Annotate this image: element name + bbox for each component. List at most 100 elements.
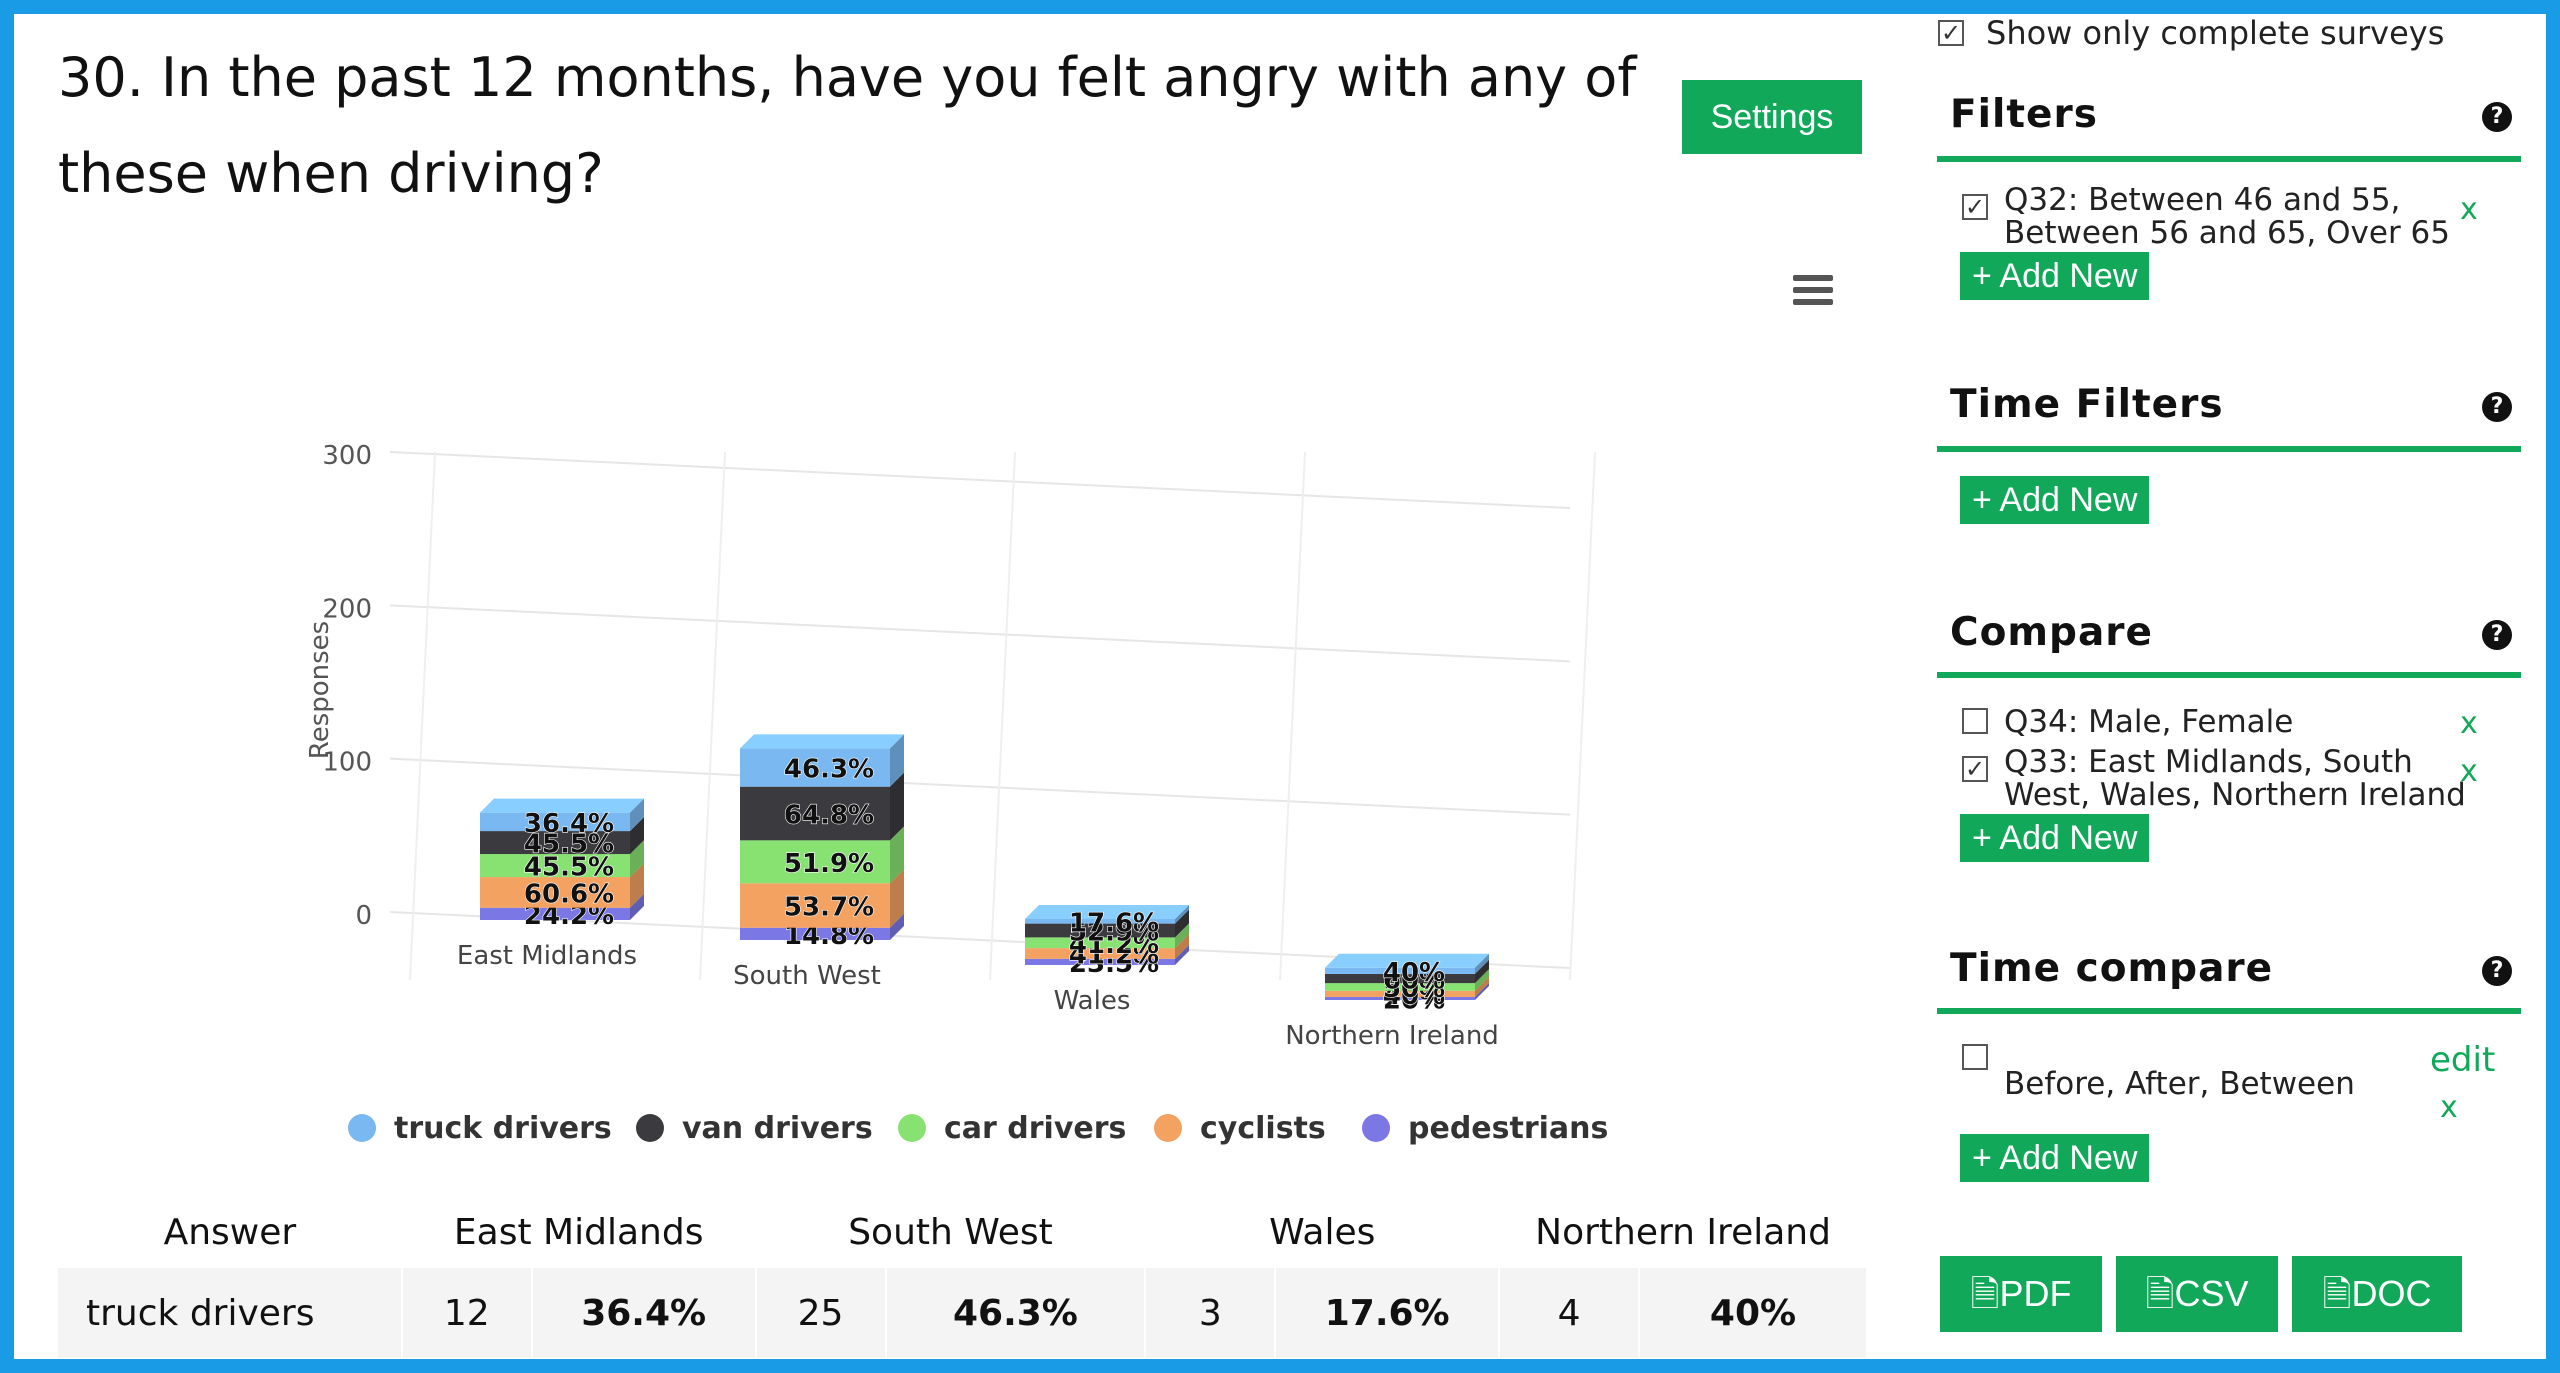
bar-segment	[1325, 973, 1475, 984]
table-header: Wales	[1269, 1211, 1376, 1253]
compare-item-label: Q33: East Midlands, South West, Wales, N…	[2004, 746, 2466, 812]
edit-time-compare-link[interactable]: edit	[2430, 1040, 2496, 1080]
compare-checkbox[interactable]: ✓	[1962, 756, 1988, 782]
add-time-compare-button[interactable]: + Add New	[1960, 1134, 2150, 1182]
legend-pedestrians[interactable]: pedestrians	[1362, 1108, 1608, 1148]
table-row: truck drivers 12 36.4% 25 46.3% 3 17.6% …	[58, 1268, 1868, 1358]
legend-dot-icon	[1362, 1114, 1390, 1142]
gridline	[389, 757, 1571, 816]
gridline	[1569, 451, 1596, 981]
table-cell-count: 12	[401, 1268, 533, 1358]
add-filter-button[interactable]: + Add New	[1960, 252, 2150, 300]
add-compare-button[interactable]: + Add New	[1960, 814, 2150, 862]
section-divider	[1937, 1008, 2521, 1014]
x-category-label: East Midlands	[457, 941, 637, 971]
show-complete-checkbox[interactable]: ✓	[1938, 20, 1964, 46]
gridline	[1279, 451, 1306, 981]
bar-segment	[1325, 967, 1475, 974]
gridline	[699, 451, 726, 981]
settings-button[interactable]: Settings	[1682, 80, 1862, 154]
data-label: 45.5%	[524, 853, 614, 883]
data-label: 60.6%	[524, 879, 614, 909]
legend-label: truck drivers	[394, 1110, 612, 1146]
help-icon[interactable]: ?	[2482, 102, 2512, 132]
compare-checkbox[interactable]	[1962, 708, 1988, 734]
data-label: 40%	[1383, 958, 1445, 988]
show-complete-label: Show only complete surveys	[1986, 14, 2445, 52]
remove-time-compare-button[interactable]: x	[2440, 1090, 2458, 1125]
bar-segment	[1025, 923, 1175, 938]
bar-segment	[480, 877, 630, 908]
results-table: Answer East Midlands South West Wales No…	[58, 1196, 1868, 1358]
bar-segment	[480, 831, 630, 855]
legend-cyclists[interactable]: cyclists	[1154, 1108, 1326, 1148]
bar-side	[1475, 982, 1489, 1000]
data-label: 46.3%	[784, 755, 874, 785]
table-cell-answer: truck drivers	[58, 1268, 403, 1358]
help-icon[interactable]: ?	[2482, 392, 2512, 422]
legend-van-drivers[interactable]: van drivers	[636, 1108, 873, 1148]
bar-side	[1175, 905, 1189, 924]
bar-segment	[480, 812, 630, 832]
bar-segment	[740, 927, 890, 940]
compare-title: Compare	[1950, 610, 2153, 655]
legend-dot-icon	[1154, 1114, 1182, 1142]
filter-item-line: Between 56 and 65, Over 65	[2004, 215, 2450, 251]
export-pdf-button[interactable]: 🗎PDF	[1940, 1256, 2102, 1332]
table-header: Answer	[163, 1211, 297, 1253]
question-title: 30. In the past 12 months, have you felt…	[58, 46, 1637, 205]
hamburger-menu-icon[interactable]	[1793, 275, 1833, 307]
legend-truck-drivers[interactable]: truck drivers	[348, 1108, 612, 1148]
bar-segment	[480, 907, 630, 920]
bar-segment	[1325, 996, 1475, 1000]
data-label: 45.5%	[524, 830, 614, 860]
bar-side	[890, 869, 904, 928]
time-compare-checkbox[interactable]	[1962, 1044, 1988, 1070]
bar-side	[890, 772, 904, 841]
bar-segment	[1025, 937, 1175, 949]
bar-side	[890, 826, 904, 884]
remove-compare-button[interactable]: x	[2460, 706, 2478, 741]
bar-top	[480, 798, 644, 813]
section-divider	[1937, 156, 2521, 162]
bar-segment	[1325, 990, 1475, 997]
add-time-filter-button[interactable]: + Add New	[1960, 476, 2150, 524]
data-label: 53.7%	[784, 893, 874, 923]
table-header: South West	[848, 1211, 1053, 1253]
bar-segment	[740, 786, 890, 841]
remove-compare-button[interactable]: x	[2460, 754, 2478, 789]
export-csv-button[interactable]: 🗎CSV	[2116, 1256, 2278, 1332]
section-divider	[1937, 446, 2521, 452]
time-compare-title: Time compare	[1950, 946, 2274, 991]
compare-item-label: Q34: Male, Female	[2004, 704, 2294, 740]
legend-car-drivers[interactable]: car drivers	[898, 1108, 1126, 1148]
bar-side	[630, 893, 644, 920]
remove-filter-button[interactable]: x	[2460, 192, 2478, 227]
gridline	[409, 451, 436, 981]
table-cell-percent: 46.3%	[885, 1268, 1147, 1358]
bar-segment	[480, 854, 630, 878]
bar-top	[1025, 905, 1189, 919]
filter-item-label: Q32: Between 46 and 55, Between 56 and 6…	[2004, 184, 2450, 250]
y-tick-label: 300	[322, 441, 372, 471]
bar-side	[630, 863, 644, 908]
export-doc-button[interactable]: 🗎DOC	[2292, 1256, 2462, 1332]
stacked-bar-chart: 0100200300Responses24.2%60.6%45.5%45.5%3…	[305, 441, 1596, 1051]
csv-icon: 🗎	[2145, 1273, 2175, 1314]
bar-top	[1325, 953, 1489, 968]
help-icon[interactable]: ?	[2482, 956, 2512, 986]
gridline	[389, 451, 1571, 509]
help-icon[interactable]: ?	[2482, 620, 2512, 650]
filters-title: Filters	[1950, 92, 2098, 137]
table-header: East Midlands	[453, 1211, 704, 1253]
x-category-label: Wales	[1054, 986, 1131, 1016]
time-filters-title: Time Filters	[1950, 382, 2224, 427]
table-cell-percent: 40%	[1639, 1268, 1868, 1358]
filter-checkbox[interactable]: ✓	[1962, 194, 1988, 220]
bar-segment	[1025, 958, 1175, 965]
bar-segment	[1325, 983, 1475, 991]
gridline	[389, 604, 1571, 663]
export-label: DOC	[2351, 1273, 2432, 1314]
legend-dot-icon	[636, 1114, 664, 1142]
table-cell-count: 4	[1499, 1268, 1641, 1358]
